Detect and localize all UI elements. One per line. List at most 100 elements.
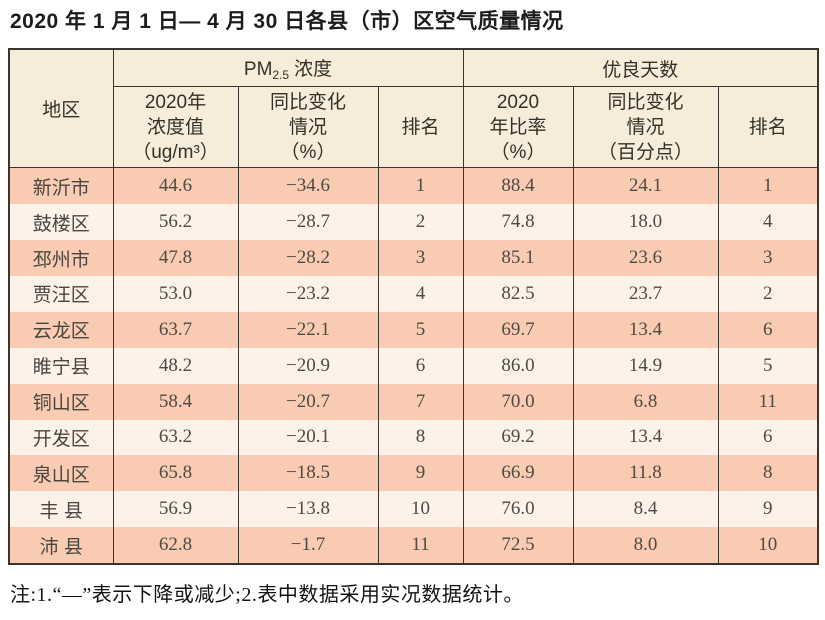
cell-days-change: 23.7 (572, 275, 719, 312)
cell-pm-rank: 1 (377, 167, 464, 205)
cell-pm-value: 63.7 (112, 311, 239, 348)
cell-pm-change: −22.1 (237, 311, 379, 348)
header-pm-rank: 排名 (377, 86, 464, 169)
cell-pm-change: −34.6 (237, 167, 379, 205)
table-row: 开发区 63.2 −20.1 8 69.2 13.4 6 (8, 419, 819, 456)
cell-days-change: 11.8 (572, 455, 719, 492)
cell-pm-rank: 5 (377, 311, 464, 348)
cell-days-rank: 8 (717, 455, 819, 492)
cell-days-rank: 4 (717, 204, 819, 241)
cell-pm-change: −28.7 (237, 204, 379, 241)
cell-pm-rank: 10 (377, 491, 464, 528)
cell-pm-value: 53.0 (112, 275, 239, 312)
cell-pm-change: −20.1 (237, 419, 379, 456)
cell-region: 沛 县 (8, 527, 114, 565)
cell-pm-change: −20.7 (237, 383, 379, 420)
cell-days-rate: 74.8 (462, 204, 574, 241)
cell-days-rate: 72.5 (462, 527, 574, 565)
cell-region: 睢宁县 (8, 347, 114, 384)
cell-pm-rank: 7 (377, 383, 464, 420)
air-quality-table: 地区 PM2.5 浓度 优良天数 2020年 浓度值 （ug/m³） 同比变化 情… (8, 48, 820, 566)
cell-region: 泉山区 (8, 455, 114, 492)
table-row: 贾汪区 53.0 −23.2 4 82.5 23.7 2 (8, 275, 819, 312)
header-pm-change: 同比变化 情况 （%） (237, 86, 379, 169)
cell-region: 丰 县 (8, 491, 114, 528)
table-footnote: 注:1.“—”表示下降或减少;2.表中数据采用实况数据统计。 (10, 584, 524, 607)
cell-pm-value: 65.8 (112, 455, 239, 492)
cell-pm-rank: 3 (377, 240, 464, 276)
table-row: 泉山区 65.8 −18.5 9 66.9 11.8 8 (8, 455, 819, 492)
table-row: 邳州市 47.8 −28.2 3 85.1 23.6 3 (8, 240, 819, 276)
cell-pm-change: −1.7 (237, 527, 379, 565)
cell-days-rank: 5 (717, 347, 819, 384)
cell-region: 贾汪区 (8, 275, 114, 312)
cell-pm-change: −23.2 (237, 275, 379, 312)
table-header: 地区 PM2.5 浓度 优良天数 2020年 浓度值 （ug/m³） 同比变化 情… (8, 49, 819, 169)
cell-days-rate: 76.0 (462, 491, 574, 528)
pm25-label: PM (243, 59, 273, 81)
cell-region: 铜山区 (8, 383, 114, 420)
cell-days-change: 23.6 (572, 240, 719, 276)
cell-days-change: 8.4 (572, 491, 719, 528)
cell-days-rate: 82.5 (462, 275, 574, 312)
header-row-sub: 2020年 浓度值 （ug/m³） 同比变化 情况 （%） 排名 2020 年比… (9, 86, 819, 169)
cell-region: 鼓楼区 (8, 204, 114, 241)
cell-days-change: 24.1 (572, 167, 719, 205)
cell-pm-rank: 8 (377, 419, 464, 456)
table-body: 新沂市 44.6 −34.6 1 88.4 24.1 1 鼓楼区 56.2 −2… (8, 167, 819, 565)
cell-days-rate: 70.0 (462, 383, 574, 420)
cell-pm-value: 58.4 (112, 383, 239, 420)
header-group-pm25: PM2.5 浓度 (112, 49, 464, 88)
cell-pm-rank: 6 (377, 347, 464, 384)
cell-days-rank: 6 (717, 311, 819, 348)
cell-days-rate: 86.0 (462, 347, 574, 384)
table-row: 云龙区 63.7 −22.1 5 69.7 13.4 6 (8, 311, 819, 348)
table-row: 鼓楼区 56.2 −28.7 2 74.8 18.0 4 (8, 204, 819, 241)
cell-days-rate: 69.2 (462, 419, 574, 456)
cell-days-change: 6.8 (572, 383, 719, 420)
page-title: 2020 年 1 月 1 日— 4 月 30 日各县（市）区空气质量情况 (10, 10, 564, 33)
table-row: 丰 县 56.9 −13.8 10 76.0 8.4 9 (8, 491, 819, 528)
cell-days-rank: 6 (717, 419, 819, 456)
header-region: 地区 (8, 49, 114, 169)
header-group-good-days: 优良天数 (462, 49, 819, 88)
cell-pm-change: −18.5 (237, 455, 379, 492)
cell-pm-rank: 11 (377, 527, 464, 565)
cell-region: 云龙区 (8, 311, 114, 348)
cell-days-rate: 85.1 (462, 240, 574, 276)
cell-days-rate: 69.7 (462, 311, 574, 348)
cell-days-rank: 1 (717, 167, 819, 205)
cell-days-rate: 88.4 (462, 167, 574, 205)
cell-region: 邳州市 (8, 240, 114, 276)
cell-days-rank: 9 (717, 491, 819, 528)
table-row: 新沂市 44.6 −34.6 1 88.4 24.1 1 (8, 167, 819, 205)
cell-days-change: 18.0 (572, 204, 719, 241)
cell-pm-rank: 9 (377, 455, 464, 492)
cell-pm-value: 56.2 (112, 204, 239, 241)
cell-days-change: 13.4 (572, 311, 719, 348)
cell-days-rank: 10 (717, 527, 819, 565)
cell-pm-change: −13.8 (237, 491, 379, 528)
header-days-change: 同比变化 情况 （百分点） (572, 86, 719, 169)
cell-pm-rank: 4 (377, 275, 464, 312)
cell-pm-change: −28.2 (237, 240, 379, 276)
cell-pm-value: 48.2 (112, 347, 239, 384)
table-row: 铜山区 58.4 −20.7 7 70.0 6.8 11 (8, 383, 819, 420)
header-row-groups: 地区 PM2.5 浓度 优良天数 (8, 49, 819, 169)
cell-pm-value: 62.8 (112, 527, 239, 565)
pm25-suffix: 浓度 (294, 59, 333, 81)
cell-days-rank: 11 (717, 383, 819, 420)
cell-pm-change: −20.9 (237, 347, 379, 384)
cell-pm-rank: 2 (377, 204, 464, 241)
cell-pm-value: 63.2 (112, 419, 239, 456)
cell-days-rank: 2 (717, 275, 819, 312)
header-days-rate: 2020 年比率 （%） (462, 86, 574, 169)
cell-pm-value: 56.9 (112, 491, 239, 528)
cell-pm-value: 44.6 (112, 167, 239, 205)
table-row: 沛 县 62.8 −1.7 11 72.5 8.0 10 (8, 527, 819, 565)
table-row: 睢宁县 48.2 −20.9 6 86.0 14.9 5 (8, 347, 819, 384)
header-pm-value: 2020年 浓度值 （ug/m³） (112, 86, 239, 169)
pm25-subscript: 2.5 (272, 68, 290, 83)
cell-days-change: 14.9 (572, 347, 719, 384)
